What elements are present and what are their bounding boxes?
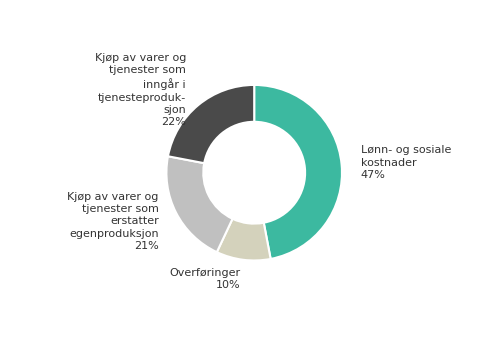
Text: Lønn- og sosiale
kostnader
47%: Lønn- og sosiale kostnader 47% [361, 145, 451, 180]
Wedge shape [168, 85, 254, 163]
Wedge shape [217, 219, 271, 261]
Text: Overføringer
10%: Overføringer 10% [170, 268, 241, 290]
Wedge shape [167, 156, 233, 252]
Text: Kjøp av varer og
tjenester som
erstatter
egenproduksjon
21%: Kjøp av varer og tjenester som erstatter… [67, 192, 159, 251]
Text: Kjøp av varer og
tjenester som
inngår i
tjenesteproduk-
sjon
22%: Kjøp av varer og tjenester som inngår i … [95, 53, 186, 128]
Wedge shape [254, 85, 342, 259]
